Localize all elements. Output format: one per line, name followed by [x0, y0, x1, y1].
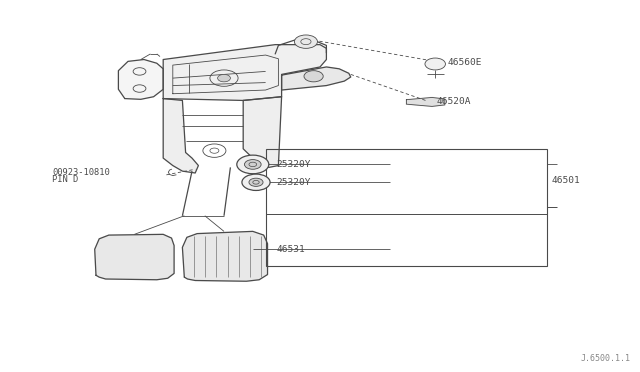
Polygon shape	[163, 99, 198, 173]
Text: 25320Y: 25320Y	[276, 178, 311, 187]
Circle shape	[244, 160, 261, 169]
Bar	[266, 149, 547, 266]
Circle shape	[425, 58, 445, 70]
Polygon shape	[95, 234, 174, 280]
Polygon shape	[118, 60, 163, 99]
Polygon shape	[163, 45, 326, 100]
Circle shape	[237, 155, 269, 174]
Text: PIN D: PIN D	[52, 175, 79, 184]
Polygon shape	[182, 231, 268, 281]
Polygon shape	[243, 97, 282, 167]
Text: 25320Y: 25320Y	[276, 160, 311, 169]
Text: 46531: 46531	[276, 245, 305, 254]
Circle shape	[242, 174, 270, 190]
Circle shape	[304, 71, 323, 82]
Polygon shape	[282, 67, 351, 90]
Circle shape	[203, 144, 226, 157]
Text: J.6500.1.1: J.6500.1.1	[580, 354, 630, 363]
Circle shape	[249, 178, 263, 186]
Text: 46520A: 46520A	[436, 97, 471, 106]
Text: 46501: 46501	[552, 176, 580, 185]
Polygon shape	[406, 97, 445, 106]
Circle shape	[294, 35, 317, 48]
Text: 00923-10810: 00923-10810	[52, 169, 110, 177]
Text: 46560E: 46560E	[448, 58, 483, 67]
Circle shape	[218, 74, 230, 82]
